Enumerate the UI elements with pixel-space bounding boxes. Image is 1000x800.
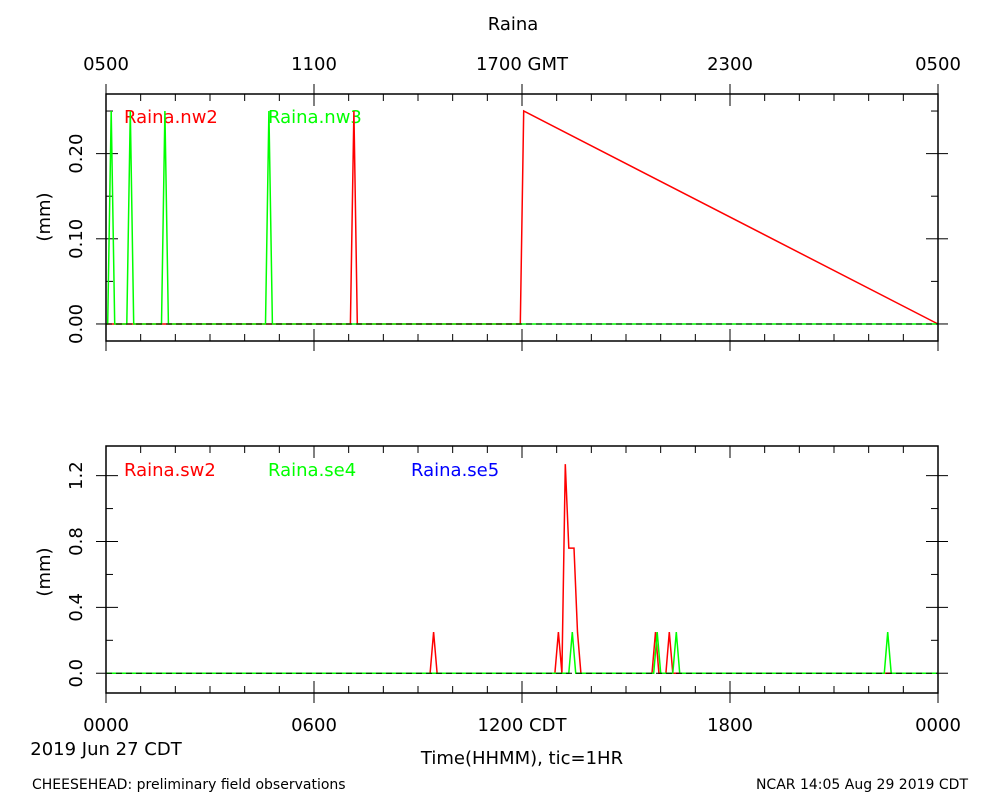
top-panel-ylabel: (mm)	[34, 192, 55, 241]
series-label-nw3: Raina.nw3	[268, 107, 362, 128]
series-label-nw2: Raina.nw2	[124, 107, 218, 128]
date-label: 2019 Jun 27 CDT	[30, 739, 182, 760]
bottom-tick-label: 0600	[291, 715, 337, 736]
bottom-tick-label: 0000	[915, 715, 961, 736]
gmt-tick-label: 1700 GMT	[476, 54, 569, 75]
x-axis-label: Time(HHMM), tic=1HR	[420, 748, 623, 769]
y-tick-label: 0.10	[66, 219, 87, 259]
bottom-panel-ylabel: (mm)	[34, 547, 55, 596]
y-tick-label: 0.0	[66, 659, 87, 688]
chart-title: Raina	[488, 14, 539, 35]
top-panel-frame	[105, 93, 939, 342]
gmt-tick-label: 0500	[83, 54, 129, 75]
bottom-panel: (mm) Raina.sw2 Raina.se4 Raina.se5 0.0 0.…	[34, 445, 948, 703]
series-line-Raina-se4	[106, 632, 938, 674]
series-line-Raina-sw2	[106, 464, 938, 674]
bottom-tick-label: 1200 CDT	[478, 715, 568, 736]
y-tick-label: 0.20	[66, 134, 87, 174]
gmt-tick-labels: 0500 1100 1700 GMT 2300 0500	[83, 54, 961, 75]
gmt-tick-label: 0500	[915, 54, 961, 75]
bottom-tick-label: 1800	[707, 715, 753, 736]
top-panel: (mm) Raina.nw2 Raina.nw3 0.00 0.10 0.20	[34, 84, 948, 351]
series-label-se5: Raina.se5	[411, 460, 499, 481]
footer-left-note: CHEESEHEAD: preliminary field observatio…	[32, 777, 346, 793]
gmt-tick-label: 2300	[707, 54, 753, 75]
y-tick-label: 0.00	[66, 304, 87, 344]
y-tick-label: 0.4	[66, 593, 87, 622]
bottom-tick-labels: 0000 0600 1200 CDT 1800 0000	[83, 715, 961, 736]
y-tick-label: 0.8	[66, 527, 87, 556]
bottom-panel-frame	[105, 445, 939, 694]
footer-right-note: NCAR 14:05 Aug 29 2019 CDT	[756, 777, 968, 793]
y-tick-label: 1.2	[66, 461, 87, 490]
series-label-sw2: Raina.sw2	[124, 460, 216, 481]
series-line-Raina-nw2	[106, 109, 939, 325]
series-label-se4: Raina.se4	[268, 460, 356, 481]
gmt-tick-label: 1100	[291, 54, 337, 75]
bottom-tick-label: 0000	[83, 715, 129, 736]
